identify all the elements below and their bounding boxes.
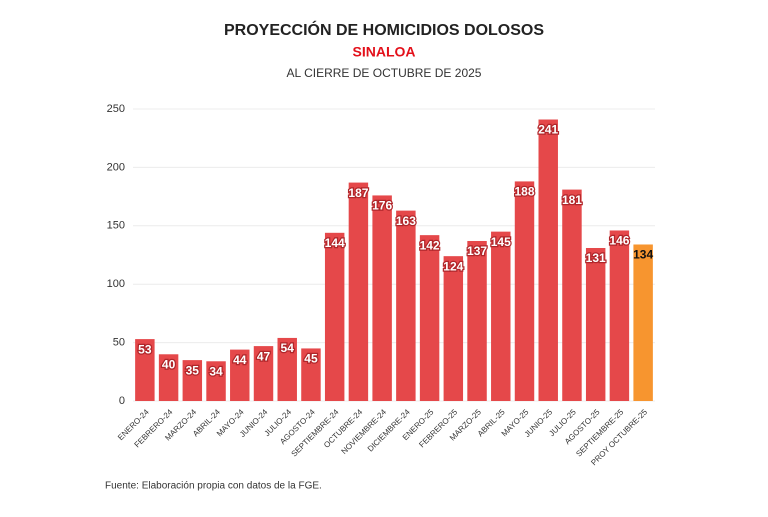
- y-tick-label: 100: [107, 278, 125, 290]
- bar: [585, 247, 606, 401]
- data-label: 40: [162, 357, 176, 371]
- data-label: 131: [586, 251, 606, 265]
- data-label: 34: [209, 364, 223, 378]
- bar: [182, 360, 203, 401]
- data-label: 145: [491, 235, 511, 249]
- data-label: 181: [562, 193, 582, 207]
- data-label: 45: [304, 352, 318, 366]
- bar: [396, 210, 416, 401]
- y-tick-label: 150: [107, 220, 125, 232]
- data-label: 137: [467, 244, 487, 258]
- bar: [372, 195, 392, 401]
- y-tick-label: 250: [107, 103, 125, 115]
- y-tick-label: 50: [113, 337, 125, 349]
- data-label: 146: [609, 234, 629, 248]
- bar: [609, 230, 630, 401]
- data-label: 188: [514, 185, 534, 199]
- data-label: 124: [443, 259, 463, 273]
- data-label: 176: [372, 199, 392, 213]
- chart-note: AL CIERRE DE OCTUBRE DE 2025: [287, 66, 482, 80]
- data-label: 44: [233, 353, 247, 367]
- bar: [491, 231, 511, 401]
- chart-title: PROYECCIÓN DE HOMICIDIOS DOLOSOS: [224, 20, 544, 39]
- bar: [514, 181, 535, 401]
- data-label: 163: [396, 214, 416, 228]
- bar: [230, 349, 250, 401]
- data-label: 53: [138, 342, 152, 356]
- data-label: 54: [281, 341, 295, 355]
- bar: [253, 346, 274, 401]
- y-tick-label: 200: [107, 161, 125, 173]
- y-tick-label: 0: [119, 395, 125, 407]
- bar: [324, 232, 345, 401]
- data-label: 144: [325, 236, 345, 250]
- bar: [443, 256, 464, 401]
- bar: [419, 235, 440, 401]
- data-label: 241: [538, 123, 558, 137]
- bar: [301, 348, 321, 401]
- data-label: 142: [420, 238, 440, 252]
- chart-subtitle: SINALOA: [353, 44, 416, 60]
- bar: [538, 119, 558, 402]
- data-label: 134: [633, 248, 653, 262]
- source: Fuente: Elaboración propia con datos de …: [105, 481, 322, 492]
- data-label: 35: [186, 363, 200, 377]
- bar: [206, 361, 226, 401]
- bar: [562, 189, 582, 401]
- bar: [158, 354, 179, 401]
- bar: [277, 337, 297, 401]
- bar: [135, 339, 155, 401]
- bar: [348, 182, 369, 401]
- bar: [633, 244, 653, 401]
- bar: [467, 240, 487, 401]
- data-label: 47: [257, 349, 271, 363]
- data-label: 187: [348, 186, 368, 200]
